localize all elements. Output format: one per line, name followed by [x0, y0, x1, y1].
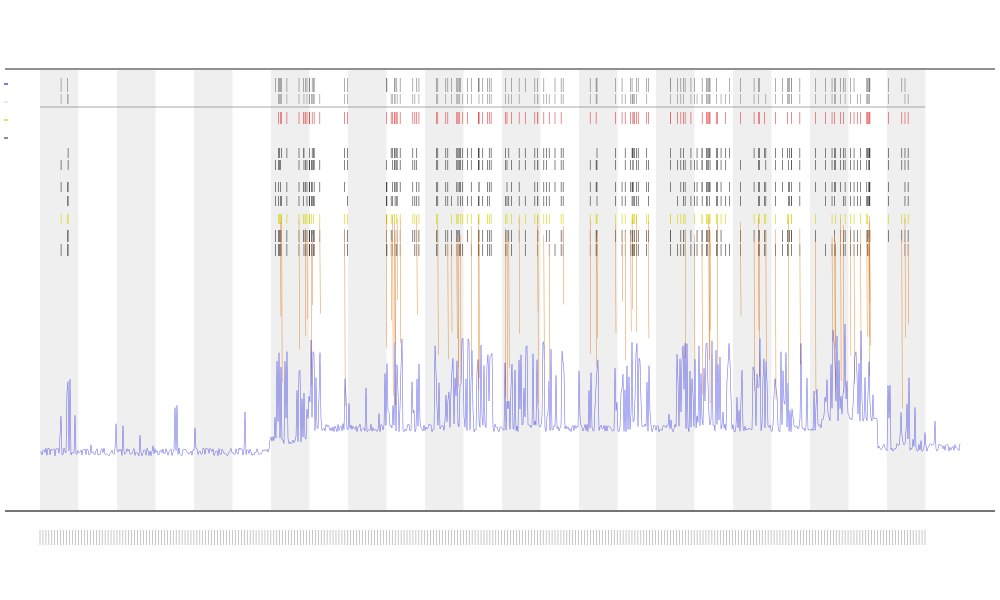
event-spike	[709, 226, 711, 404]
event-spike	[775, 229, 777, 400]
trace-line	[39, 323, 961, 457]
event-spike	[456, 243, 458, 339]
event-spike	[648, 221, 650, 339]
event-spike	[701, 242, 703, 395]
event-spike	[840, 218, 842, 381]
legend	[4, 83, 8, 139]
event-spike	[416, 215, 418, 315]
event-spike	[843, 224, 845, 393]
event-spike	[505, 228, 507, 398]
event-spike	[506, 236, 508, 404]
event-spike	[621, 229, 623, 302]
event-spike	[799, 228, 801, 365]
shaded-bands	[40, 70, 926, 510]
event-spike	[305, 228, 307, 337]
event-spike	[868, 238, 870, 337]
event-spike	[901, 239, 903, 409]
event-spike	[344, 228, 346, 407]
event-spike	[508, 240, 510, 369]
shaded-band	[271, 70, 310, 510]
event-spike	[396, 218, 398, 301]
event-spike	[709, 230, 711, 331]
event-spike	[280, 222, 282, 317]
event-spike	[717, 224, 719, 382]
event-spike	[306, 235, 308, 320]
event-spike	[868, 221, 870, 377]
event-spike	[835, 241, 837, 402]
event-spike	[589, 219, 591, 354]
event-spike	[518, 218, 520, 334]
event-spike	[457, 235, 459, 387]
event-spike	[386, 215, 388, 348]
event-spike	[834, 234, 836, 348]
event-spike	[753, 237, 755, 391]
event-spike	[596, 230, 598, 338]
event-spike	[869, 230, 871, 346]
event-spike	[543, 235, 545, 361]
event-spike	[740, 222, 742, 316]
axes	[5, 68, 995, 512]
shaded-band	[194, 70, 233, 510]
event-spike	[548, 244, 550, 381]
event-spike	[684, 229, 686, 358]
event-spike	[758, 218, 760, 331]
shaded-band	[117, 70, 156, 510]
event-spike	[595, 236, 597, 368]
shaded-band	[656, 70, 695, 510]
event-spike	[562, 226, 564, 305]
event-spike	[478, 236, 480, 378]
shaded-band	[733, 70, 772, 510]
event-spike	[319, 222, 321, 314]
event-spike	[765, 230, 767, 362]
event-spike	[624, 231, 626, 361]
event-spike	[831, 236, 833, 342]
event-spike	[447, 243, 449, 360]
shaded-band	[425, 70, 464, 510]
event-spike	[630, 234, 632, 332]
event-spike	[394, 230, 396, 344]
event-spike	[631, 220, 633, 310]
shaded-band	[502, 70, 541, 510]
event-spike	[460, 234, 462, 381]
event-spike	[615, 223, 617, 334]
event-spike	[815, 241, 817, 395]
event-spike	[636, 215, 638, 333]
event-spike	[478, 218, 480, 390]
shaded-band	[40, 70, 79, 510]
event-spike	[853, 244, 855, 384]
event-spike	[399, 219, 401, 344]
event-spike	[694, 235, 696, 373]
event-spike	[904, 218, 906, 338]
event-spikes	[280, 215, 909, 409]
event-spike	[850, 226, 852, 356]
event-spike	[866, 230, 868, 337]
raster-rows	[60, 78, 909, 256]
shaded-band	[887, 70, 926, 510]
event-spike	[390, 240, 392, 321]
event-spike	[788, 218, 790, 383]
shaded-band	[348, 70, 387, 510]
event-spike	[298, 218, 300, 350]
event-spike	[392, 216, 394, 397]
event-spike	[537, 225, 539, 313]
event-spike	[311, 234, 313, 305]
event-spike	[437, 222, 439, 355]
event-spike	[451, 242, 453, 333]
event-spike	[708, 217, 710, 360]
event-spike	[311, 243, 313, 386]
shaded-band	[579, 70, 618, 510]
trace-series	[39, 323, 961, 457]
shaded-band	[810, 70, 849, 510]
event-spike	[907, 244, 909, 325]
event-spike	[470, 226, 472, 356]
x-tick-labels	[39, 530, 926, 545]
event-spike	[281, 216, 283, 383]
